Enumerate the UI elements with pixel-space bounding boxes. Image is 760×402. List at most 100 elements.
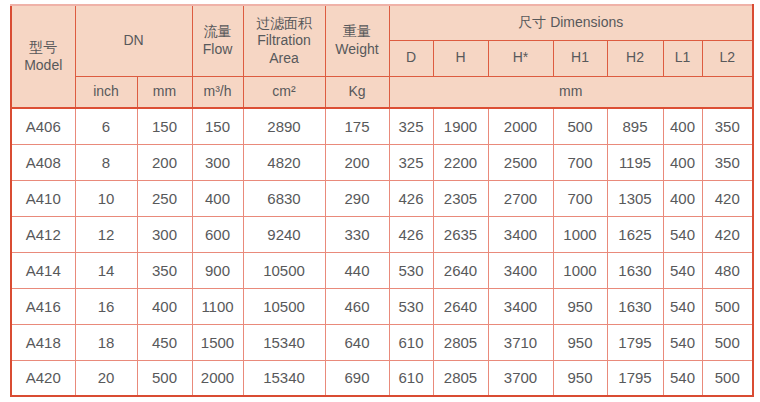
value-cell: 175 <box>325 108 389 144</box>
value-cell: 700 <box>553 144 607 180</box>
table-row: A416164001100105004605302640340095016305… <box>11 288 753 324</box>
header-flow: 流量 Flow <box>192 5 243 76</box>
model-cell: A410 <box>11 180 75 216</box>
header-filtration-area: 过滤面积 Filtration Area <box>243 5 325 76</box>
value-cell: 1195 <box>607 144 663 180</box>
value-cell: 460 <box>325 288 389 324</box>
value-cell: 440 <box>325 252 389 288</box>
unit-dn-inch: inch <box>75 76 137 108</box>
value-cell: 15340 <box>243 324 325 360</box>
value-cell: 350 <box>137 252 192 288</box>
model-cell: A406 <box>11 108 75 144</box>
value-cell: 400 <box>663 108 702 144</box>
value-cell: 290 <box>325 180 389 216</box>
value-cell: 3400 <box>488 252 553 288</box>
value-cell: 2805 <box>433 324 488 360</box>
value-cell: 1000 <box>553 216 607 252</box>
value-cell: 150 <box>137 108 192 144</box>
value-cell: 250 <box>137 180 192 216</box>
value-cell: 420 <box>702 216 753 252</box>
value-cell: 1500 <box>192 324 243 360</box>
value-cell: 450 <box>137 324 192 360</box>
value-cell: 700 <box>553 180 607 216</box>
value-cell: 500 <box>553 108 607 144</box>
value-cell: 400 <box>663 144 702 180</box>
value-cell: 3400 <box>488 216 553 252</box>
header-dim-h1: H1 <box>553 40 607 76</box>
value-cell: 1900 <box>433 108 488 144</box>
value-cell: 895 <box>607 108 663 144</box>
value-cell: 540 <box>663 216 702 252</box>
value-cell: 1630 <box>607 252 663 288</box>
value-cell: 640 <box>325 324 389 360</box>
value-cell: 530 <box>389 288 433 324</box>
value-cell: 610 <box>389 324 433 360</box>
value-cell: 150 <box>192 108 243 144</box>
value-cell: 350 <box>702 108 753 144</box>
header-dim-hstar: H* <box>488 40 553 76</box>
value-cell: 2305 <box>433 180 488 216</box>
value-cell: 2700 <box>488 180 553 216</box>
value-cell: 530 <box>389 252 433 288</box>
value-cell: 8 <box>75 144 137 180</box>
value-cell: 426 <box>389 180 433 216</box>
value-cell: 2640 <box>433 252 488 288</box>
value-cell: 300 <box>192 144 243 180</box>
value-cell: 540 <box>663 360 702 396</box>
value-cell: 400 <box>663 180 702 216</box>
value-cell: 540 <box>663 288 702 324</box>
value-cell: 1100 <box>192 288 243 324</box>
table-header: 型号 Model DN 流量 Flow 过滤面积 Filtration Area… <box>11 5 753 108</box>
model-cell: A416 <box>11 288 75 324</box>
value-cell: 2000 <box>488 108 553 144</box>
value-cell: 300 <box>137 216 192 252</box>
spec-table-container: 型号 Model DN 流量 Flow 过滤面积 Filtration Area… <box>10 4 752 397</box>
value-cell: 350 <box>702 144 753 180</box>
unit-flow: m³/h <box>192 76 243 108</box>
value-cell: 200 <box>325 144 389 180</box>
table-row: A410102504006830290426230527007001305400… <box>11 180 753 216</box>
value-cell: 420 <box>702 180 753 216</box>
value-cell: 2640 <box>433 288 488 324</box>
value-cell: 540 <box>663 324 702 360</box>
value-cell: 330 <box>325 216 389 252</box>
header-dn: DN <box>75 5 192 76</box>
value-cell: 200 <box>137 144 192 180</box>
header-dim-h: H <box>433 40 488 76</box>
header-row-3: inch mm m³/h cm² Kg mm <box>11 76 753 108</box>
value-cell: 2890 <box>243 108 325 144</box>
model-cell: A414 <box>11 252 75 288</box>
value-cell: 690 <box>325 360 389 396</box>
header-model: 型号 Model <box>11 5 75 108</box>
value-cell: 3700 <box>488 360 553 396</box>
table-row: A406615015028901753251900200050089540035… <box>11 108 753 144</box>
model-cell: A408 <box>11 144 75 180</box>
value-cell: 2635 <box>433 216 488 252</box>
value-cell: 6 <box>75 108 137 144</box>
value-cell: 1000 <box>553 252 607 288</box>
unit-area: cm² <box>243 76 325 108</box>
value-cell: 500 <box>702 324 753 360</box>
value-cell: 10 <box>75 180 137 216</box>
model-cell: A412 <box>11 216 75 252</box>
value-cell: 16 <box>75 288 137 324</box>
value-cell: 10500 <box>243 288 325 324</box>
table-row: A412123006009240330426263534001000162554… <box>11 216 753 252</box>
value-cell: 950 <box>553 324 607 360</box>
value-cell: 325 <box>389 144 433 180</box>
table-row: A418184501500153406406102805371095017955… <box>11 324 753 360</box>
unit-dimensions: mm <box>389 76 753 108</box>
value-cell: 500 <box>702 360 753 396</box>
value-cell: 1630 <box>607 288 663 324</box>
header-dim-h2: H2 <box>607 40 663 76</box>
value-cell: 3710 <box>488 324 553 360</box>
value-cell: 426 <box>389 216 433 252</box>
spec-table: 型号 Model DN 流量 Flow 过滤面积 Filtration Area… <box>10 4 754 397</box>
value-cell: 500 <box>702 288 753 324</box>
value-cell: 1305 <box>607 180 663 216</box>
value-cell: 20 <box>75 360 137 396</box>
table-row: A420205002000153406906102805370095017955… <box>11 360 753 396</box>
model-cell: A418 <box>11 324 75 360</box>
table-row: A408820030048202003252200250070011954003… <box>11 144 753 180</box>
header-row-1: 型号 Model DN 流量 Flow 过滤面积 Filtration Area… <box>11 5 753 40</box>
